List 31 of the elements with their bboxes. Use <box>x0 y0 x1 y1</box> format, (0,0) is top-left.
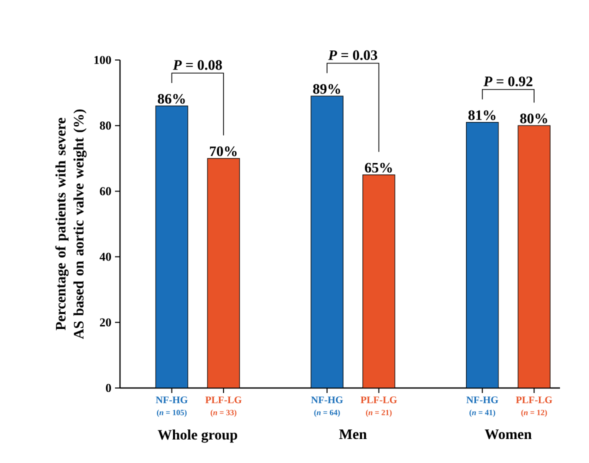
text: (n = 105) <box>156 410 187 417</box>
data-label: 81% <box>468 110 496 120</box>
data-label: 86% <box>158 94 185 104</box>
annotation: P = 0.03 <box>328 50 378 60</box>
text: (n = 64) <box>314 410 340 417</box>
annotation: P = 0.92 <box>483 76 532 86</box>
y-tick-label: 80 <box>100 122 112 130</box>
text: PLF-LG <box>360 396 397 404</box>
x-tick-label: Women <box>484 430 532 440</box>
annotation: P = 0.08 <box>172 60 222 70</box>
text: PLF-LG <box>516 396 552 404</box>
y-tick-label: 20 <box>100 318 112 326</box>
y-tick-label: 0 <box>106 384 112 392</box>
text: (n = 12) <box>521 410 547 417</box>
data-label: 80% <box>520 114 548 124</box>
x-tick-label: Whole group <box>158 430 238 443</box>
data-label: 65% <box>364 162 392 173</box>
x-tick-label: Men <box>339 430 367 440</box>
y-tick-label: 40 <box>100 252 112 261</box>
data-label: 89% <box>313 84 340 94</box>
legend-label: PLF-LG <box>205 396 242 404</box>
text: (n = 33) <box>210 410 236 417</box>
y-tick-label: 100 <box>94 56 112 64</box>
text: (n = 21) <box>366 410 392 417</box>
y-tick-label: 60 <box>100 187 112 196</box>
text: NF-HG <box>311 396 343 404</box>
legend-label: NF-HG <box>156 396 188 404</box>
data-label: 70% <box>210 146 237 156</box>
text: (n = 41) <box>470 410 496 417</box>
text: NF-HG <box>466 396 498 404</box>
y-axis-title: Percentage of patients with severe AS based on aortic valve weight (%) <box>55 109 87 340</box>
